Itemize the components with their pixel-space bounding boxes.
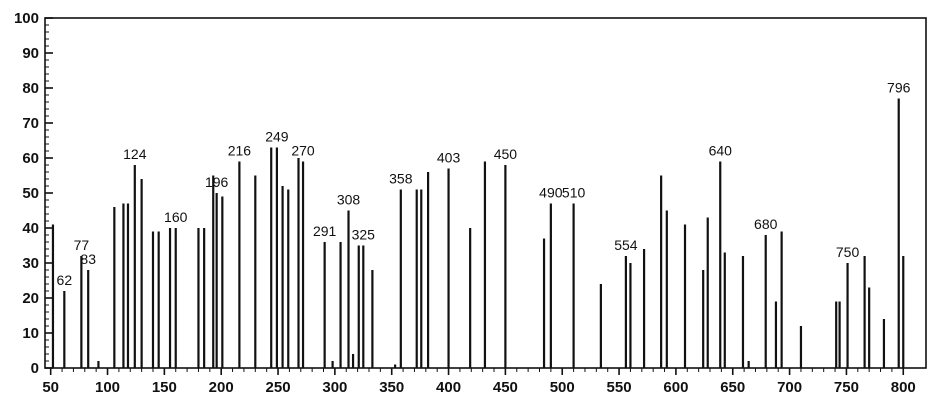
- x-tick-label: 350: [379, 379, 404, 396]
- y-tick-label: 50: [22, 185, 39, 202]
- y-tick-label: 90: [22, 45, 39, 62]
- x-tick-label: 750: [834, 379, 859, 396]
- y-tick-label: 100: [14, 10, 39, 27]
- peak-label: 83: [80, 251, 96, 267]
- peak-label: 249: [265, 129, 289, 145]
- x-tick-label: 500: [550, 379, 575, 396]
- peak-label: 291: [313, 223, 337, 239]
- peak-label: 308: [337, 192, 361, 208]
- peak-label: 196: [205, 174, 229, 190]
- peak-label: 450: [494, 146, 518, 162]
- y-tick-label: 40: [22, 220, 39, 237]
- peak-label: 510: [562, 185, 586, 201]
- peak-label: 750: [836, 244, 860, 260]
- peak-label: 124: [123, 146, 147, 162]
- x-tick-label: 650: [720, 379, 745, 396]
- peak-label: 62: [57, 272, 73, 288]
- x-tick-label: 700: [777, 379, 802, 396]
- y-tick-label: 30: [22, 255, 39, 272]
- y-axis: 0 10 20 30 40 50 60 70 80 90 100: [14, 10, 53, 377]
- y-tick-label: 20: [22, 290, 39, 307]
- peak-series: [51, 98, 905, 368]
- x-tick-label: 550: [607, 379, 632, 396]
- peak-label: 640: [709, 143, 733, 159]
- x-tick-label: 150: [152, 379, 177, 396]
- x-tick-label: 50: [42, 379, 59, 396]
- y-tick-label: 80: [22, 80, 39, 97]
- y-tick-label: 70: [22, 115, 39, 132]
- y-tick-label: 60: [22, 150, 39, 167]
- peak-label: 796: [887, 80, 911, 96]
- y-tick-label: 10: [22, 325, 39, 342]
- peak-label: 270: [291, 143, 315, 159]
- x-tick-label: 800: [891, 379, 916, 396]
- y-tick-label: 0: [31, 360, 39, 377]
- peak-label: 403: [437, 150, 461, 166]
- peak-label: 358: [389, 171, 413, 187]
- peak-label: 216: [228, 143, 252, 159]
- peak-label: 490: [539, 185, 563, 201]
- peak-label: 554: [614, 237, 638, 253]
- peak-label: 77: [74, 237, 90, 253]
- x-tick-label: 250: [266, 379, 291, 396]
- x-tick-label: 200: [209, 379, 234, 396]
- x-tick-label: 600: [663, 379, 688, 396]
- x-tick-label: 400: [436, 379, 461, 396]
- peak-label: 160: [164, 209, 188, 225]
- peak-label: 325: [352, 227, 376, 243]
- x-axis: 50 100 150 200 250 300 350 400 450 500 550 600 650 70…: [42, 368, 916, 396]
- x-tick-label: 100: [95, 379, 120, 396]
- x-tick-label: 300: [322, 379, 347, 396]
- x-tick-label: 450: [493, 379, 518, 396]
- peak-label: 680: [754, 216, 778, 232]
